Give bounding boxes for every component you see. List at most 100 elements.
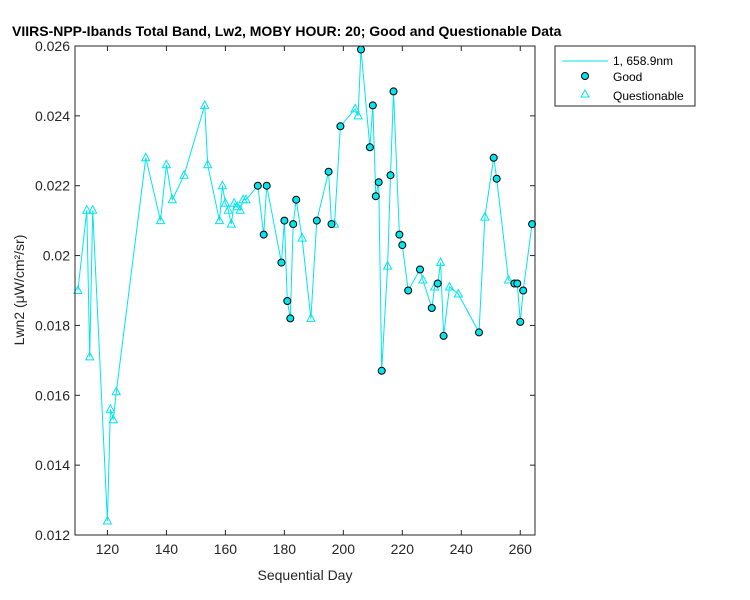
good-point: [398, 241, 407, 250]
x-tick-label: 120: [96, 541, 120, 557]
y-tick-label: 0.024: [35, 108, 70, 124]
questionable-point: [241, 194, 251, 204]
questionable-point: [199, 99, 210, 109]
y-tick-label: 0.014: [35, 457, 70, 473]
good-point: [368, 101, 377, 110]
good-point: [292, 195, 301, 204]
good-point: [324, 167, 333, 176]
series-markers: [73, 45, 537, 525]
good-point: [427, 304, 436, 312]
good-point: [259, 230, 268, 239]
good-point: [365, 143, 374, 152]
good-point: [312, 216, 321, 225]
questionable-point: [111, 386, 122, 396]
questionable-point: [167, 194, 178, 204]
legend-box: [554, 45, 696, 107]
good-point: [492, 174, 501, 183]
legend-label-good: Good: [613, 70, 642, 84]
x-tick-label: 220: [391, 541, 415, 557]
x-tick-label: 200: [332, 541, 356, 557]
questionable-point: [73, 284, 83, 294]
questionable-point: [102, 515, 113, 525]
good-point: [327, 220, 336, 229]
questionable-point: [81, 204, 92, 214]
good-point: [528, 220, 537, 229]
x-tick-label: 140: [155, 541, 179, 557]
good-point: [433, 279, 442, 288]
good-point: [253, 181, 262, 190]
good-point: [395, 230, 404, 239]
x-tick-label: 260: [509, 541, 533, 557]
y-tick-label: 0.018: [35, 317, 70, 333]
questionable-point: [382, 260, 393, 270]
good-point: [289, 220, 298, 229]
questionable-point: [306, 312, 316, 322]
good-point: [519, 286, 528, 295]
good-point: [439, 331, 448, 340]
questionable-point: [105, 403, 116, 413]
plot-frame: [74, 45, 536, 536]
questionable-point: [214, 215, 225, 225]
good-point: [404, 286, 413, 295]
questionable-point: [202, 159, 213, 169]
questionable-point: [223, 204, 234, 214]
good-point: [513, 279, 522, 288]
questionable-point: [435, 257, 446, 267]
y-axis-label: Lwn2 (μW/cm²/sr): [11, 235, 27, 346]
good-point: [286, 314, 295, 323]
questionable-point: [297, 232, 307, 242]
y-tick-label: 0.016: [35, 387, 70, 403]
good-point: [262, 181, 271, 190]
questionable-point: [220, 197, 231, 207]
good-point: [386, 171, 395, 180]
y-tick-label: 0.026: [35, 38, 70, 54]
questionable-point: [161, 159, 172, 169]
good-point: [475, 328, 483, 337]
plot-area: [75, 46, 535, 535]
good-point: [371, 192, 380, 201]
questionable-point: [217, 180, 228, 190]
questionable-point: [418, 274, 428, 284]
questionable-point: [179, 169, 189, 179]
x-axis: 120 140 160 180 200 220 240 260: [96, 46, 532, 557]
questionable-point: [353, 110, 363, 120]
good-point: [374, 178, 383, 187]
x-axis-label: Sequential Day: [258, 567, 353, 583]
y-tick-label: 0.02: [43, 248, 70, 264]
questionable-point: [480, 211, 490, 221]
questionable-point: [84, 351, 95, 361]
legend-label-questionable: Questionable: [613, 89, 684, 103]
good-point: [389, 87, 398, 96]
legend: 1, 658.9nm Good Questionable: [554, 45, 696, 107]
questionable-point: [453, 288, 464, 298]
legend-label-series: 1, 658.9nm: [613, 54, 673, 68]
y-tick-label: 0.012: [35, 527, 70, 543]
questionable-point: [350, 103, 360, 113]
good-point: [516, 317, 525, 326]
questionable-point: [155, 215, 166, 225]
questionable-point: [108, 414, 119, 424]
good-point: [283, 297, 292, 305]
x-tick-label: 160: [214, 541, 238, 557]
questionable-point: [140, 152, 151, 162]
series-line-658-9nm: [77, 49, 533, 522]
good-point: [377, 366, 386, 375]
questionable-point: [503, 274, 514, 284]
chart-title: VIIRS-NPP-Ibands Total Band, Lw2, MOBY H…: [12, 23, 562, 39]
legend-questionable-marker: [580, 88, 590, 98]
questionable-point: [235, 204, 245, 214]
good-point: [336, 122, 345, 131]
good-point: [277, 258, 286, 267]
good-point: [280, 216, 289, 225]
questionable-point: [87, 204, 98, 214]
y-tick-label: 0.022: [35, 178, 70, 194]
x-tick-label: 180: [273, 541, 297, 557]
questionable-point: [232, 201, 243, 211]
series-lines: [77, 49, 533, 522]
good-point: [357, 45, 365, 54]
x-tick-label: 240: [450, 541, 474, 557]
legend-good-marker: [581, 72, 589, 80]
good-point: [489, 153, 498, 162]
questionable-point: [229, 197, 240, 207]
